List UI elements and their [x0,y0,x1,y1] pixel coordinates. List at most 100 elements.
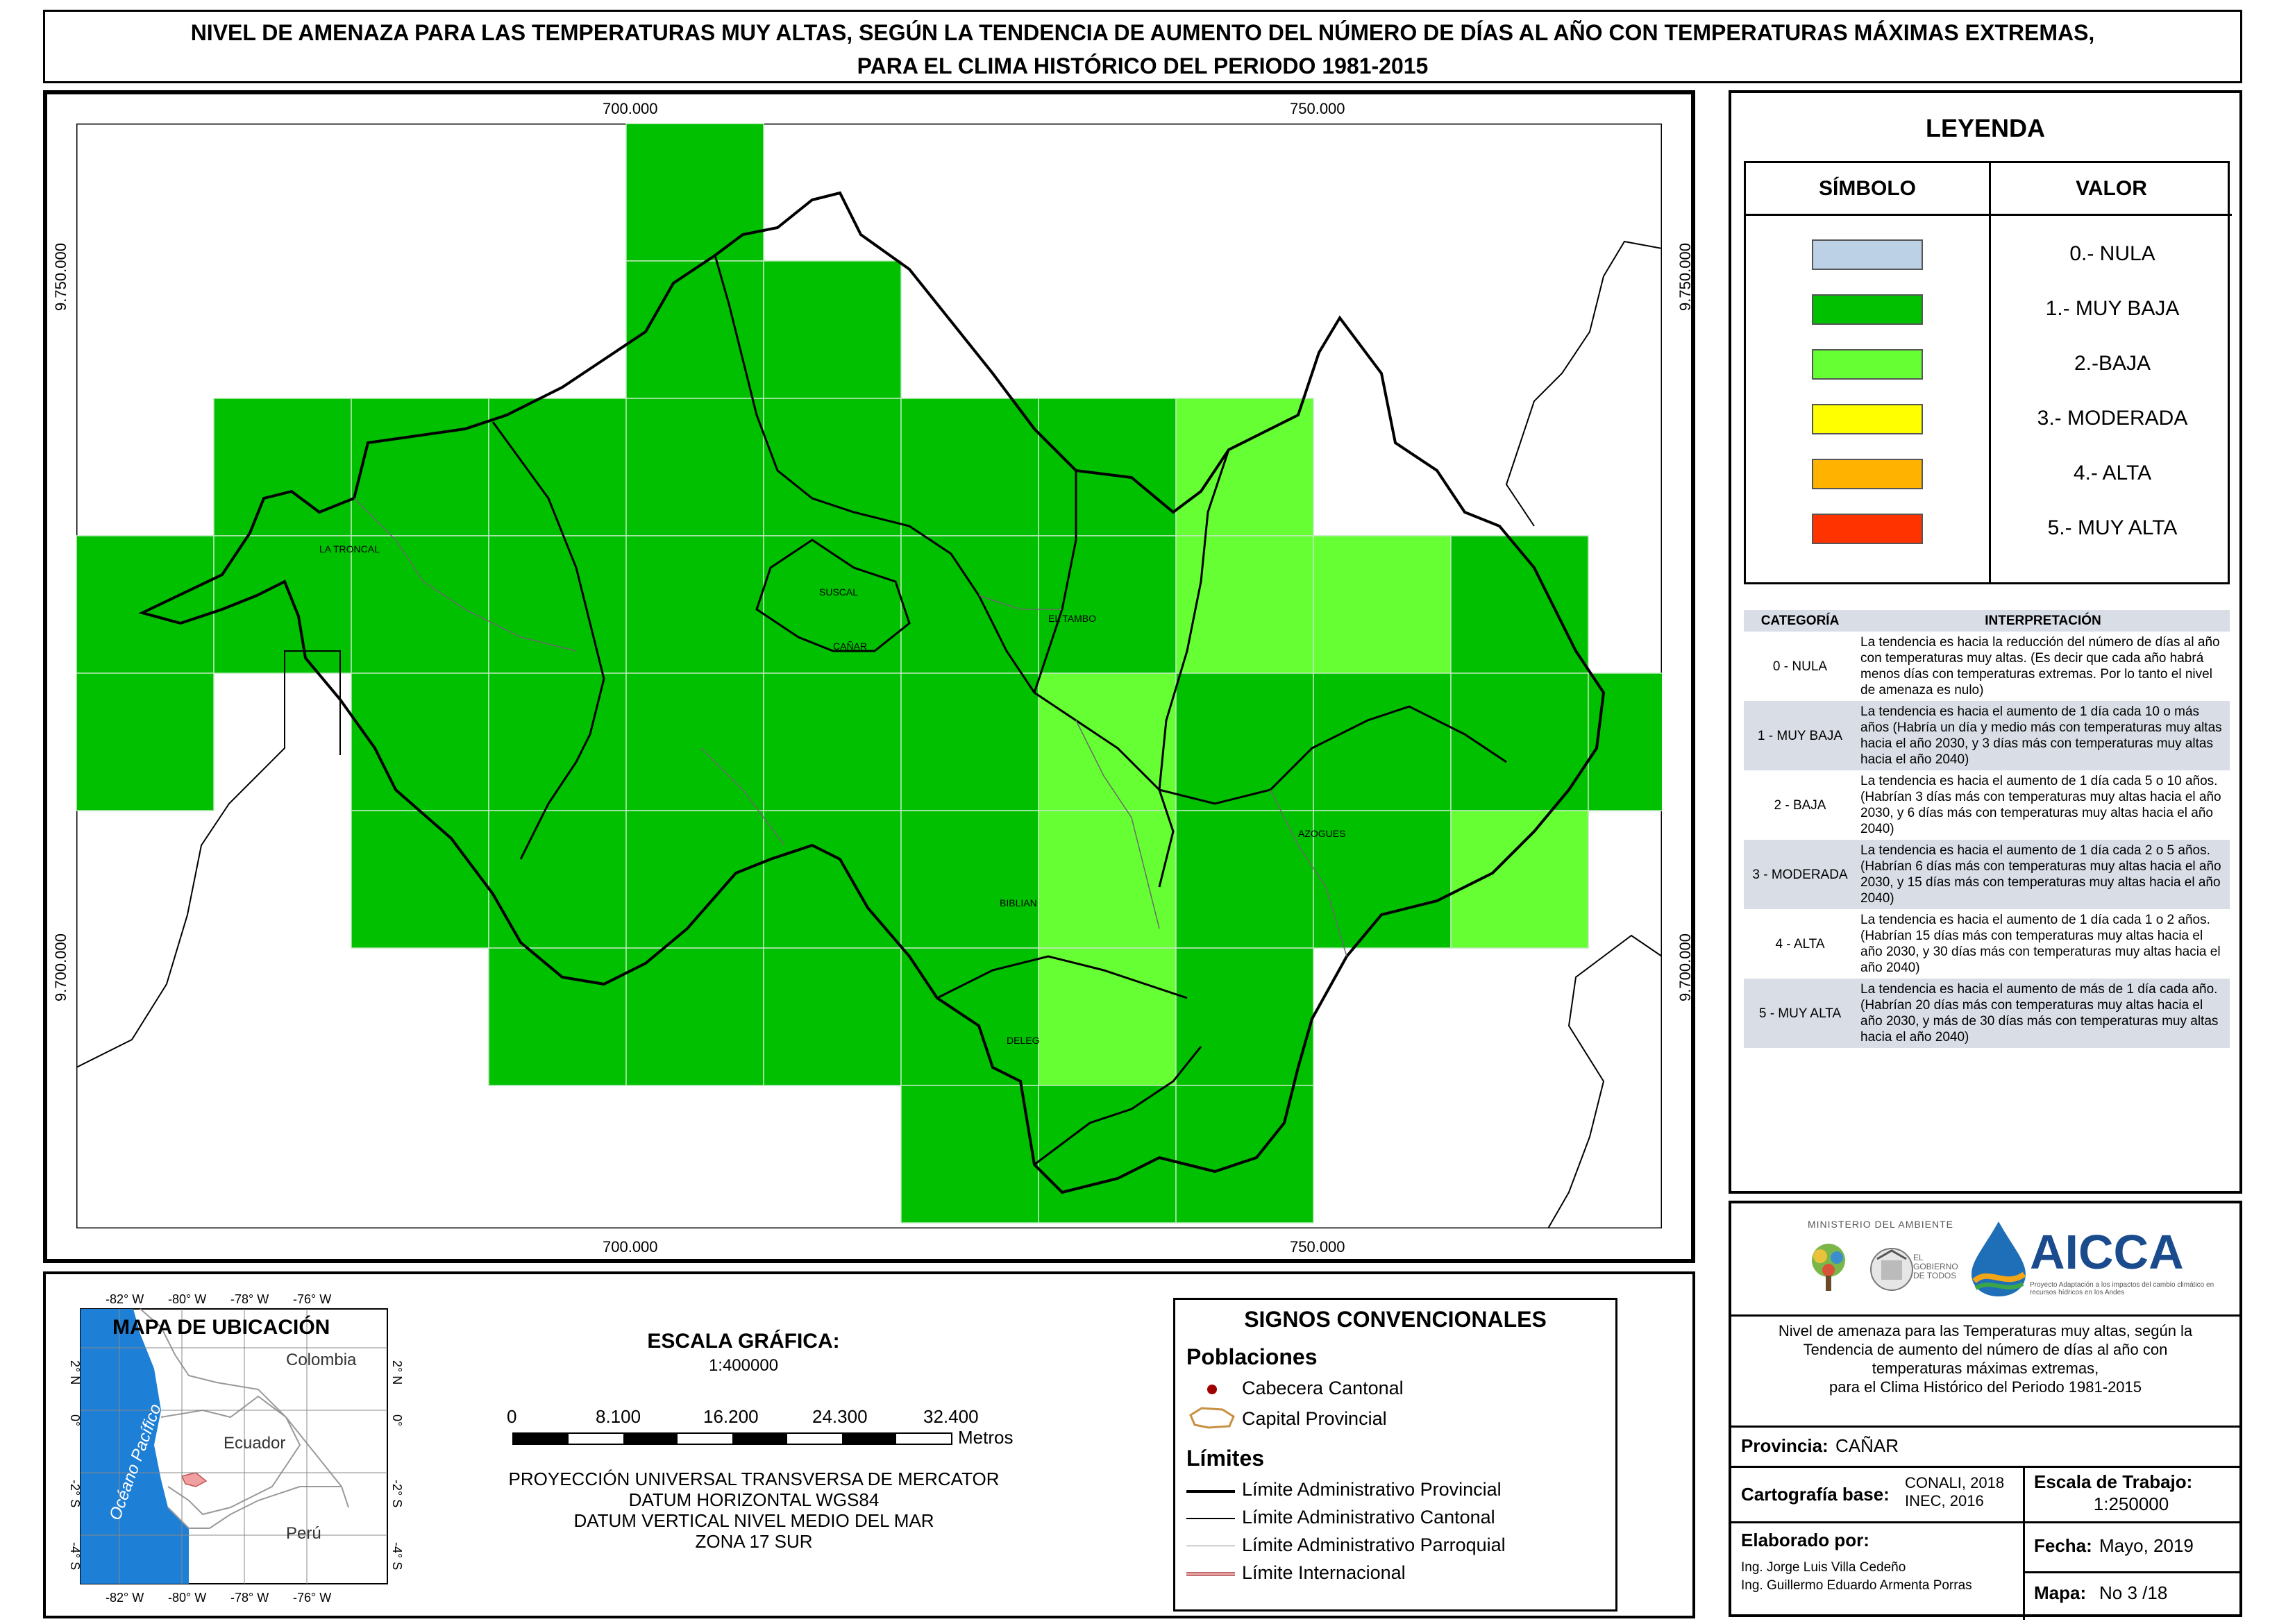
legend-col-value: VALOR [2076,177,2147,200]
interpretation-row: 0 - NULA La tendencia es hacia la reducci… [1744,632,2230,701]
cantonal-boundary-8 [755,539,911,652]
grid-cell [1450,810,1589,949]
cantonal-boundary-7 [1034,1046,1202,1166]
grid-cell [1038,947,1177,1086]
grid-cell [351,535,489,674]
projection-line-2: DATUM HORIZONTAL WGS84 [628,1489,880,1510]
interp-category: 3 - MODERADA [1752,867,1848,882]
loc-lon-bottom-2: -80° W [168,1591,206,1605]
autor-1: Ing. Jorge Luis Villa Cedeño [1741,1560,1906,1575]
mapa-value: No 3 /18 [2099,1582,2168,1603]
legend-swatch [1812,294,1923,325]
grid-cell [625,398,764,536]
loc-country-peru: Perú [286,1524,321,1543]
y-tick-left-2: 9.700.000 [52,933,69,1001]
grid-cell [1038,810,1177,949]
interpretation-table-wrap: CATEGORÍA INTERPRETACIÓN 0 - NULA La tend… [1744,610,2230,1048]
ministerio-logo-icon [1812,1244,1845,1291]
parish-line-4 [978,595,1062,610]
grid-cell [763,810,902,949]
place-labels: LA TRONCAL SUSCAL CAÑAR EL TAMBO AZOGUES… [319,543,1345,1046]
x-tick-bottom-1: 700.000 [603,1238,658,1255]
legend-value: 4.- ALTA [2073,462,2152,484]
interp-category: 4 - ALTA [1775,936,1825,951]
interp-category: 5 - MUY ALTA [1758,1006,1842,1021]
lim-int-symbol [1186,1572,1235,1576]
grid-cell [1175,535,1314,674]
lim-prov-symbol [1186,1490,1235,1493]
logos: MINISTERIO DEL AMBIENTE EL GOBIERNO DE T… [1731,1203,2239,1314]
legend-value: 5.- MUY ALTA [2047,516,2178,539]
canar-province-marker [180,1472,208,1487]
place-la-troncal: LA TRONCAL [319,543,380,555]
grid-cell [488,398,627,536]
scale-unit: Metros [958,1427,1014,1448]
grid-cell [1038,535,1177,674]
grid-cell [1450,535,1589,674]
y-tick-right-1: 9.750.000 [1676,243,1694,311]
cartografia-line-1: CONALI, 2018 [1905,1474,2005,1491]
cantonal-boundary-4 [1158,449,1230,888]
cartografia-value: CONALI, 2018 INEC, 2016 [1905,1474,2004,1510]
grid-cell [76,535,215,674]
fecha-label: Fecha: [2034,1535,2092,1556]
loc-lon-top-1: -82° W [106,1292,144,1306]
grid-cell [76,673,215,811]
conventional-signs: SIGNOS CONVENCIONALES Poblaciones Cabece… [1173,1298,1617,1612]
grid-cell [1175,810,1314,949]
autores: Ing. Jorge Luis Villa Cedeño Ing. Guille… [1741,1559,1972,1595]
map-description: Nivel de amenaza para las Temperaturas m… [1738,1321,2233,1396]
loc-lat-left-1: 2° N [68,1360,82,1385]
grid-cell [625,124,764,262]
loc-lat-right-1: 2° N [390,1360,404,1385]
legend-value: 2.-BAJA [2074,352,2151,375]
signs-capital: Capital Provincial [1242,1408,1387,1429]
aicca-logo-text: AICCA [2030,1225,2184,1279]
place-azogues: AZOGUES [1298,828,1345,839]
parish-line-5 [700,747,785,846]
loc-lon-top-3: -78° W [230,1292,269,1306]
grid-cell [1313,535,1452,674]
signs-lim-cant: Límite Administrativo Cantonal [1242,1507,1495,1528]
scale-label-3: 24.300 [812,1406,868,1427]
map-title: NIVEL DE AMENAZA PARA LAS TEMPERATURAS M… [43,10,2242,83]
legend-swatch [1812,404,1923,434]
loc-country-ecuador: Ecuador [224,1434,285,1453]
place-biblian: BIBLIAN [1000,897,1037,908]
capital-symbol [1189,1407,1235,1429]
loc-lat-left-2: 0° [68,1414,82,1426]
loc-lat-right-2: 0° [390,1414,404,1426]
grid-cell [488,535,627,674]
scale-ratio: 1:400000 [708,1356,779,1375]
cantonal-boundary-5 [1159,705,1507,805]
grid-cell [900,947,1039,1086]
interp-category: 1 - MUY BAJA [1757,728,1843,743]
cartografia-label: Cartografía base: [1741,1484,1890,1505]
autor-2: Ing. Guillermo Eduardo Armenta Porras [1741,1578,1972,1593]
ministerio-label: MINISTERIO DEL AMBIENTE [1808,1219,1953,1230]
interp-text: La tendencia es hacia el aumento de 1 dí… [1860,774,2221,836]
legend-value: 3.- MODERADA [2037,407,2188,430]
grid-cell [351,673,489,811]
legend-title: LEYENDA [1925,114,2046,142]
loc-lon-bottom-1: -82° W [106,1591,144,1605]
grid-cell [763,535,902,674]
loc-lat-left-3: -2° S [68,1480,82,1507]
cantonal-boundary-1 [491,421,605,860]
legend-column-divider [1989,163,1991,582]
grid-cell [625,810,764,949]
international-boundary-west [76,650,341,1068]
interp-category: 2 - BAJA [1774,797,1826,813]
signs-lim-parr: Límite Administrativo Parroquial [1242,1534,1506,1555]
title-line-1: NIVEL DE AMENAZA PARA LAS TEMPERATURAS M… [190,20,2095,45]
grid-cell [1313,810,1452,949]
loc-lat-left-4: -4° S [68,1542,82,1570]
signs-lim-prov: Límite Administrativo Provincial [1242,1479,1502,1500]
loc-lat-right-3: -2° S [390,1480,404,1507]
signs-cabecera: Cabecera Cantonal [1242,1378,1404,1398]
legend-col-symbol: SÍMBOLO [1819,177,1916,200]
place-suscal: SUSCAL [819,586,858,598]
grid-cell [763,398,902,536]
grid-cell [763,673,902,811]
parish-line-2 [1075,720,1160,929]
